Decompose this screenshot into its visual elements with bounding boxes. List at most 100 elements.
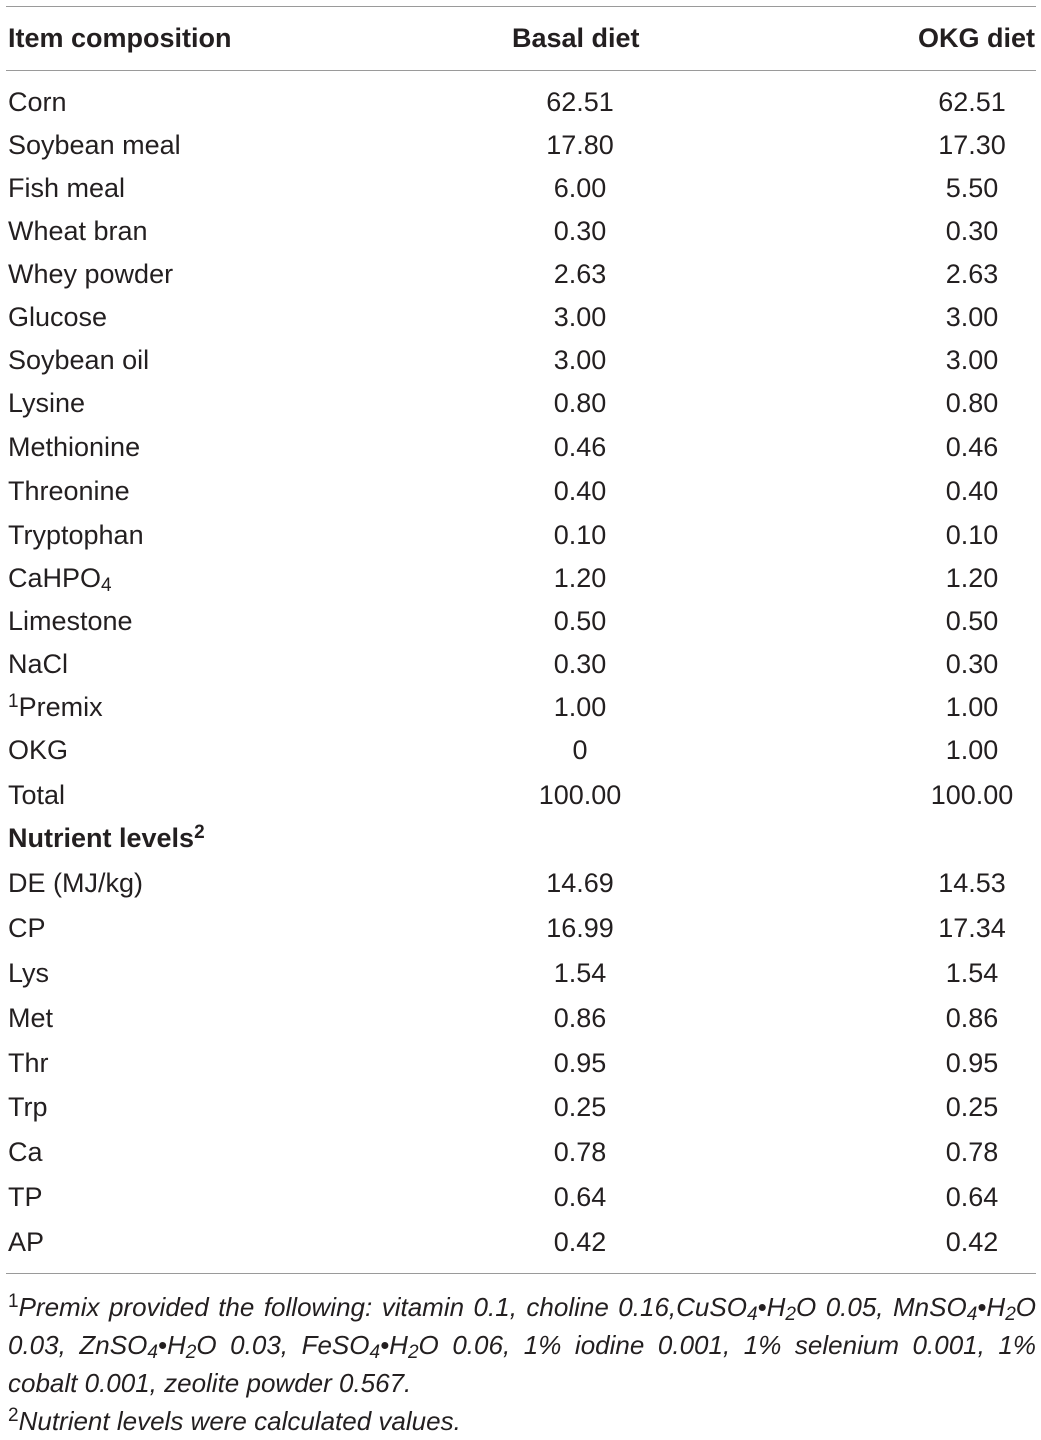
item-name: Fish meal: [8, 170, 125, 206]
okg-diet-value: 62.51: [938, 87, 1006, 117]
basal-diet-value: 0.46: [553, 432, 607, 462]
footnote-1-part: O 0.03, FeSO: [196, 1330, 370, 1360]
footnote-1-part: •H: [157, 1330, 186, 1360]
table-row: Thr 0.95 0.95: [0, 1045, 1041, 1081]
basal-diet-value: 0.95: [553, 1048, 607, 1078]
table-row: CaHPO4 1.20 1.20: [0, 560, 1041, 596]
item-label: Trp: [8, 1092, 48, 1122]
okg-diet-value: 0.80: [945, 388, 999, 418]
item-label: Whey powder: [8, 259, 174, 289]
basal-diet-value: 1.20: [553, 563, 607, 593]
item-label: OKG: [8, 735, 69, 765]
basal-diet-value: 3.00: [553, 345, 607, 375]
item-label: Wheat bran: [8, 216, 148, 246]
subscript: 4: [101, 575, 112, 596]
basal-diet-value: 0: [572, 735, 588, 765]
item-name: Corn: [8, 84, 67, 120]
footnote-1-sub: 4: [147, 1342, 158, 1363]
item-name: CP: [8, 910, 46, 946]
footnote-1-part: •H: [757, 1292, 786, 1322]
item-name: Wheat bran: [8, 213, 148, 249]
basal-diet-value: 0.30: [553, 216, 607, 246]
item-label: Soybean oil: [8, 345, 150, 375]
item-label: Fish meal: [8, 173, 126, 203]
item-label: CP: [8, 913, 46, 943]
footnote-1-part: •H: [380, 1330, 408, 1360]
table-top-rule: [6, 6, 1036, 7]
item-label: Lys: [8, 958, 50, 988]
okg-diet-value: 1.00: [945, 692, 999, 722]
item-label: TP: [8, 1182, 43, 1212]
item-label: DE (MJ/kg): [8, 868, 143, 898]
table-row: Met 0.86 0.86: [0, 1000, 1041, 1036]
footnote-1-part: O 0.05, MnSO: [795, 1292, 967, 1322]
item-label: NaCl: [8, 649, 69, 679]
basal-diet-value: 0.78: [553, 1137, 607, 1167]
okg-diet-value: 0.10: [945, 520, 999, 550]
footnote-1-sub: 2: [785, 1304, 796, 1325]
okg-diet-value: 0.30: [945, 649, 999, 679]
table-row: Trp 0.25 0.25: [0, 1089, 1041, 1125]
item-name: Total: [8, 777, 65, 813]
item-label: Soybean meal: [8, 130, 181, 160]
okg-diet-value: 0.30: [945, 216, 999, 246]
okg-diet-value: 100.00: [930, 780, 1014, 810]
item-name: Met: [8, 1000, 53, 1036]
basal-diet-value: 0.80: [553, 388, 607, 418]
table-row: Limestone 0.50 0.50: [0, 603, 1041, 639]
table-row: TP 0.64 0.64: [0, 1179, 1041, 1215]
item-label: Corn: [8, 87, 67, 117]
table-row: Lysine 0.80 0.80: [0, 385, 1041, 421]
item-name: Methionine: [8, 429, 140, 465]
item-name: TP: [8, 1179, 43, 1215]
footnote-1: 1Premix provided the following: vitamin …: [8, 1288, 1036, 1402]
basal-diet-value: 1.00: [553, 692, 607, 722]
okg-diet-value: 0.78: [945, 1137, 999, 1167]
okg-diet-value: 1.00: [945, 735, 999, 765]
item-name: Lysine: [8, 385, 85, 421]
footnote-1-part: O 0.03, ZnSO: [8, 1292, 1036, 1360]
table-row: Soybean meal 17.80 17.30: [0, 127, 1041, 163]
item-name: Lys: [8, 955, 49, 991]
footnote-1-sub: 2: [407, 1342, 419, 1363]
footnote-1-mark: 1: [8, 1291, 19, 1312]
okg-diet-value: 0.50: [945, 606, 999, 636]
section-heading: Nutrient levels2: [8, 820, 205, 856]
item-label: Ca: [8, 1137, 43, 1167]
footnote-1-sub: 4: [966, 1304, 978, 1325]
item-name: Ca: [8, 1134, 43, 1170]
footnote-1-sub: 4: [369, 1342, 381, 1363]
basal-diet-value: 17.80: [546, 130, 614, 160]
okg-diet-value: 0.64: [945, 1182, 999, 1212]
table-row: Total 100.00 100.00: [0, 777, 1041, 813]
basal-diet-value: 0.25: [553, 1092, 607, 1122]
table-row: 1Premix 1.00 1.00: [0, 689, 1041, 725]
table-row: Ca 0.78 0.78: [0, 1134, 1041, 1170]
item-label: AP: [8, 1227, 45, 1257]
okg-diet-value: 3.00: [945, 302, 999, 332]
header-basal-diet: Basal diet: [512, 23, 640, 53]
item-label: Lysine: [8, 388, 86, 418]
item-name: Soybean oil: [8, 342, 149, 378]
item-label: Met: [8, 1003, 54, 1033]
table-row: Glucose 3.00 3.00: [0, 299, 1041, 335]
item-name: Trp: [8, 1089, 48, 1125]
okg-diet-value: 17.34: [938, 913, 1006, 943]
section-row: Nutrient levels2: [0, 820, 1041, 856]
footnote-1-part: O 0.06, 1% iodine 0.001, 1% selenium 0.0…: [8, 1330, 1037, 1398]
item-label: Limestone: [8, 606, 133, 636]
table-bottom-rule: [6, 1273, 1036, 1274]
basal-diet-value: 16.99: [546, 913, 614, 943]
item-name: Tryptophan: [8, 517, 144, 553]
table-row: CP 16.99 17.34: [0, 910, 1041, 946]
table-row: OKG 0 1.00: [0, 732, 1041, 768]
item-name: Threonine: [8, 473, 130, 509]
header-rule: [6, 70, 1036, 71]
table-row: Methionine 0.46 0.46: [0, 429, 1041, 465]
footnote-mark: 1: [8, 691, 19, 712]
footnote-1-sub: 2: [1005, 1304, 1016, 1325]
item-name: DE (MJ/kg): [8, 865, 143, 901]
footnote-1-part: •H: [977, 1292, 1006, 1322]
table-row: Wheat bran 0.30 0.30: [0, 213, 1041, 249]
